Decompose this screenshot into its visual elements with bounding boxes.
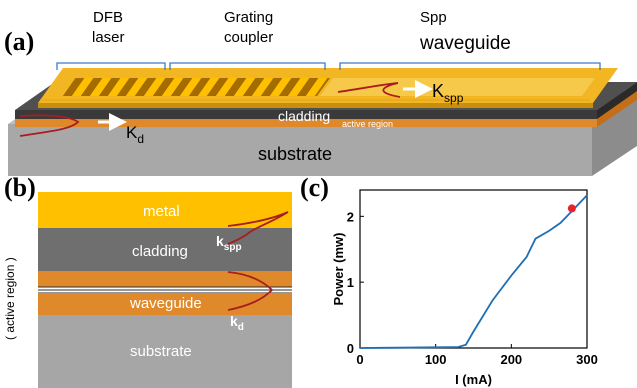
dfb-label-2: laser bbox=[92, 29, 125, 46]
substrate-label: substrate bbox=[258, 144, 332, 164]
dfb-mode-profile bbox=[19, 114, 80, 137]
waveguide-label: waveguide bbox=[129, 295, 202, 312]
substrate-front-face bbox=[8, 124, 592, 176]
panel-b-label: (b) bbox=[4, 173, 36, 202]
bracket-spp bbox=[339, 62, 601, 70]
grating-label-1: Grating bbox=[224, 9, 273, 26]
active-region-label: active region bbox=[342, 119, 393, 129]
x-tick-label: 100 bbox=[425, 352, 447, 367]
panel-b: (b) metal cladding waveguide substrate (… bbox=[3, 173, 292, 388]
cladding-label: cladding bbox=[278, 108, 330, 124]
upper-active-band bbox=[38, 271, 292, 287]
operating-point-marker bbox=[567, 204, 576, 213]
y-axis-label: Power (mw) bbox=[331, 233, 346, 306]
power-current-chart: 0 100 200 300 0 1 2 I (mA) Power (mw) bbox=[331, 189, 598, 387]
x-axis-label: I (mA) bbox=[455, 372, 492, 387]
substrate-layer bbox=[38, 315, 292, 388]
spp-profile-b bbox=[227, 211, 289, 245]
active-region-side-label: ( active region ) bbox=[3, 257, 17, 340]
panel-a: (a) DFB laser Grating coupler Spp wavegu… bbox=[4, 9, 637, 176]
waveguide-ridge bbox=[320, 78, 595, 96]
grating-label-2: coupler bbox=[224, 29, 273, 46]
y-tick-label: 1 bbox=[347, 275, 354, 290]
substrate-label-b: substrate bbox=[130, 343, 192, 360]
cladding-layer-front bbox=[15, 110, 597, 119]
plot-frame bbox=[359, 189, 588, 349]
y-tick-label: 0 bbox=[347, 341, 354, 356]
x-tick-label: 0 bbox=[356, 352, 363, 367]
active-layer-front bbox=[15, 118, 597, 127]
wg-profile-b bbox=[227, 271, 274, 311]
substrate-side-face bbox=[592, 93, 637, 176]
cladding-layer bbox=[38, 228, 292, 271]
x-tick-label: 200 bbox=[500, 352, 522, 367]
metal-strip-front bbox=[38, 103, 593, 108]
x-tick-label: 300 bbox=[576, 352, 598, 367]
k-d-label: Kd bbox=[126, 123, 144, 146]
y-tick-label: 2 bbox=[347, 209, 354, 224]
bracket-dfb bbox=[56, 62, 166, 70]
active-layer-side bbox=[597, 91, 637, 127]
spp-label-2: waveguide bbox=[419, 33, 511, 54]
spp-mode-profile bbox=[337, 82, 401, 98]
panel-a-label: (a) bbox=[4, 27, 34, 56]
dfb-label-1: DFB bbox=[93, 9, 123, 26]
k-spp-label-b: kspp bbox=[216, 233, 242, 253]
metal-label: metal bbox=[143, 203, 180, 220]
power-curve bbox=[359, 194, 588, 349]
bracket-grating bbox=[169, 62, 326, 70]
k-d-label-b: kd bbox=[230, 313, 244, 333]
spp-label-1: Spp bbox=[420, 9, 447, 26]
panel-c-label: (c) bbox=[300, 173, 329, 202]
k-spp-label: Kspp bbox=[432, 81, 464, 105]
cladding-label-b: cladding bbox=[132, 243, 188, 260]
cladding-layer-side bbox=[597, 82, 637, 119]
panel-c: (c) 0 100 200 300 0 1 2 I (mA) Power (mw) bbox=[300, 173, 598, 387]
grating-stripes bbox=[62, 78, 330, 96]
